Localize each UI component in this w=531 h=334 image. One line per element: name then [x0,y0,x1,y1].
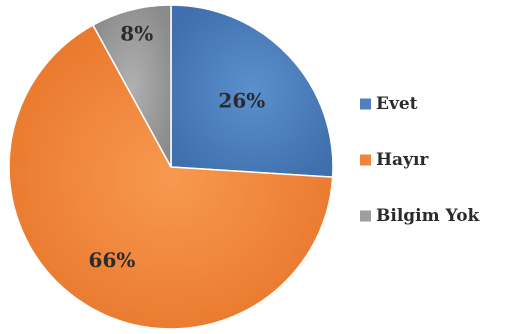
legend-swatch-1 [360,154,371,166]
pie-slices [8,4,334,330]
legend-label-2: Bilgim Yok [376,206,481,226]
legend-swatch-0 [360,98,371,110]
pie-slice-hayir [8,24,334,330]
slice-label-0: 26% [218,88,265,112]
legend-swatch-2 [360,210,371,222]
pie-slice-labels: 26% 66% 8% [89,22,266,272]
slice-label-2: 8% [120,22,153,46]
pie-slice-bilgim-yok [91,4,172,168]
pie-slice-evet [170,4,334,178]
legend-label-0: Evet [376,94,418,114]
slice-label-1: 66% [89,248,136,272]
legend-label-1: Hayır [376,150,429,170]
legend: Evet Hayır Bilgim Yok [360,94,481,226]
